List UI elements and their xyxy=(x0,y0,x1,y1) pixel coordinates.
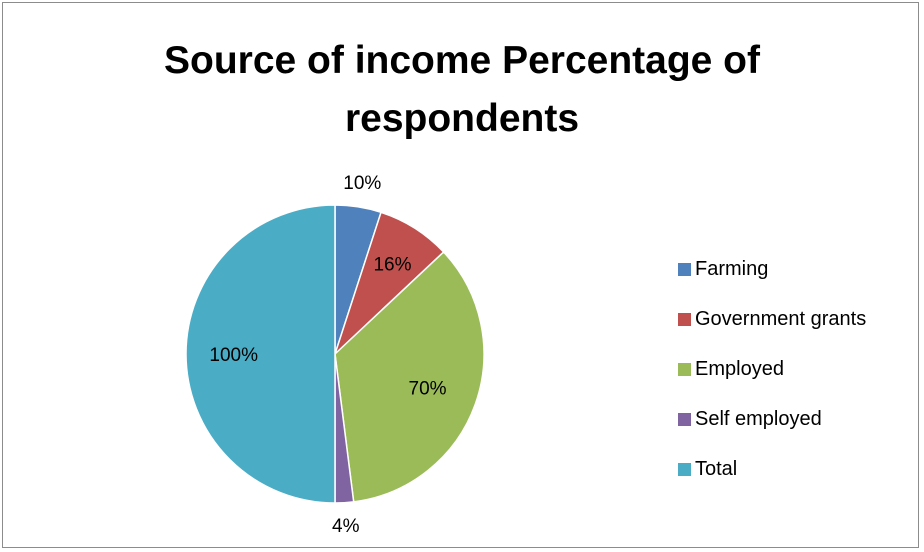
legend-label-total: Total xyxy=(695,458,737,481)
legend-swatch-employed xyxy=(678,363,691,376)
data-label-total: 100% xyxy=(209,345,258,366)
legend-swatch-total xyxy=(678,463,691,476)
chart-legend: Farming Government grants Employed Self emp… xyxy=(678,244,866,494)
legend-label-employed: Employed xyxy=(695,358,784,381)
legend-label-government-grants: Government grants xyxy=(695,308,866,331)
data-label-farming: 10% xyxy=(343,173,381,194)
legend-item-employed: Employed xyxy=(678,344,866,394)
legend-swatch-government-grants xyxy=(678,313,691,326)
data-label-employed: 70% xyxy=(409,378,447,399)
data-label-self-employed: 4% xyxy=(332,516,360,537)
legend-swatch-farming xyxy=(678,263,691,276)
legend-item-farming: Farming xyxy=(678,244,866,294)
legend-item-self-employed: Self employed xyxy=(678,394,866,444)
legend-swatch-self-employed xyxy=(678,413,691,426)
legend-label-self-employed: Self employed xyxy=(695,408,822,431)
pie-slice-total xyxy=(186,205,335,503)
legend-item-total: Total xyxy=(678,444,866,494)
legend-item-government-grants: Government grants xyxy=(678,294,866,344)
data-label-government-grants: 16% xyxy=(373,254,411,275)
legend-label-farming: Farming xyxy=(695,258,768,281)
